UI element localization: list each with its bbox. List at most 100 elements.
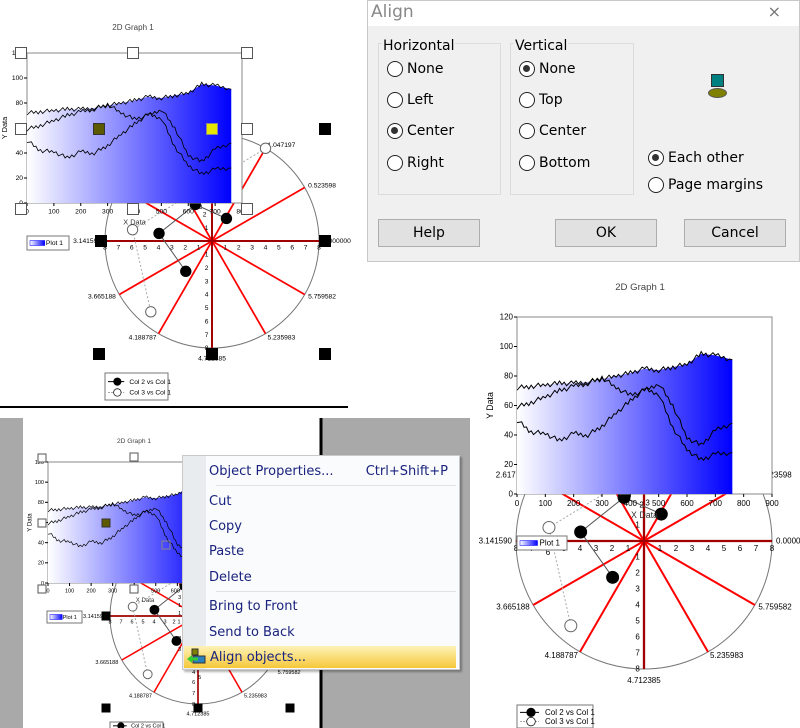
selection-handle bbox=[37, 453, 47, 463]
menu-item-label: Cut bbox=[209, 493, 232, 509]
radial-tick-label: 1 bbox=[635, 553, 640, 562]
radial-tick-label: 2 bbox=[635, 569, 640, 578]
radial-tick-label: 1 bbox=[177, 620, 180, 626]
y-tick-label: 40 bbox=[38, 541, 44, 547]
polar-series-line bbox=[548, 429, 709, 626]
radial-tick-label: 3 bbox=[163, 620, 166, 626]
y-tick-label: 100 bbox=[500, 342, 514, 351]
radial-tick-label: 5 bbox=[722, 544, 727, 553]
y-tick-label: 80 bbox=[38, 500, 44, 506]
horizontal-radio-center[interactable]: Center bbox=[387, 123, 454, 139]
cancel-button[interactable]: Cancel bbox=[684, 219, 786, 247]
plot-legend bbox=[46, 610, 83, 624]
radio-circle[interactable] bbox=[387, 155, 403, 171]
radio-circle[interactable] bbox=[648, 150, 664, 166]
x-axis-label: X Data bbox=[123, 217, 146, 226]
radial-tick-label: 3 bbox=[594, 544, 599, 553]
close-icon[interactable]: × bbox=[767, 2, 781, 21]
x-tick-label: 300 bbox=[102, 209, 113, 216]
angle-label: 3.665188 bbox=[95, 660, 118, 666]
x-tick-label: 600 bbox=[680, 499, 694, 508]
x-tick-label: 400 bbox=[624, 499, 638, 508]
angle-label: 4.188787 bbox=[129, 334, 157, 341]
angle-label: 2.617 bbox=[496, 471, 517, 480]
radio-circle[interactable] bbox=[387, 61, 403, 77]
radial-tick-label: 3 bbox=[199, 204, 203, 211]
x-tick-label: 0 bbox=[46, 589, 49, 595]
menu-item-bring-to-front[interactable]: Bring to Front bbox=[208, 595, 456, 617]
horizontal-radio-left[interactable]: Left bbox=[387, 92, 433, 108]
radial-tick-label: 3 bbox=[250, 245, 254, 252]
x-tick-label: 200 bbox=[567, 499, 581, 508]
angle-label: 4.188787 bbox=[545, 651, 579, 660]
angle-label: 5.759582 bbox=[758, 603, 792, 612]
polar-radial-line bbox=[211, 186, 306, 242]
x-tick-label: 500 bbox=[156, 209, 167, 216]
menu-item-object-properties[interactable]: Object Properties... Ctrl+Shift+P bbox=[208, 460, 456, 482]
menu-item-label: Copy bbox=[209, 518, 242, 534]
selection-handle bbox=[129, 584, 139, 594]
y-tick-label: 80 bbox=[16, 100, 24, 107]
radio-circle[interactable] bbox=[387, 92, 403, 108]
vertical-radio-top[interactable]: Top bbox=[519, 92, 563, 108]
vertical-radio-center[interactable]: Center bbox=[519, 123, 586, 139]
relative-radio-page-margins[interactable]: Page margins bbox=[648, 177, 763, 193]
selection-handle bbox=[129, 452, 139, 462]
vertical-radio-bottom[interactable]: Bottom bbox=[519, 155, 590, 171]
radial-tick-label: 8 bbox=[103, 245, 107, 252]
menu-item-paste[interactable]: Paste bbox=[208, 540, 456, 562]
radio-circle[interactable] bbox=[648, 177, 664, 193]
menu-item-copy[interactable]: Copy bbox=[208, 515, 456, 537]
menu-item-align-objects[interactable]: Align objects... bbox=[184, 646, 456, 668]
radial-tick-label: 5 bbox=[141, 620, 144, 626]
open-circle-marker bbox=[542, 520, 556, 534]
radial-tick-label: 6 bbox=[290, 245, 294, 252]
selection-handle bbox=[206, 348, 218, 360]
graph-panel-top-left[interactable]: 1111222233334445556667778880.0000000.523… bbox=[0, 23, 351, 401]
radial-tick-label: 6 bbox=[130, 245, 134, 252]
radio-circle[interactable] bbox=[519, 61, 535, 77]
menu-item-cut[interactable]: Cut bbox=[208, 490, 456, 512]
menu-item-send-to-back[interactable]: Send to Back bbox=[208, 621, 456, 643]
area-fill bbox=[27, 84, 232, 203]
radial-tick-label: 4 bbox=[205, 292, 209, 299]
help-button[interactable]: Help bbox=[378, 219, 480, 247]
x-tick-label: 900 bbox=[765, 499, 779, 508]
angle-label: 0.000000 bbox=[323, 238, 351, 245]
angle-label: 3.665188 bbox=[496, 603, 530, 612]
radial-tick-label: 3 bbox=[205, 278, 209, 285]
menu-item-label: Delete bbox=[209, 569, 252, 585]
y-tick-label: 40 bbox=[504, 431, 513, 440]
radial-tick-label: 2 bbox=[610, 544, 615, 553]
graph-title: 2D Graph 1 bbox=[112, 23, 154, 32]
area-fill bbox=[48, 487, 212, 583]
legend-swatch bbox=[519, 540, 538, 546]
radio-circle[interactable] bbox=[519, 155, 535, 171]
radial-tick-label: 2 bbox=[237, 245, 241, 252]
plot-legend bbox=[26, 235, 70, 251]
ok-button[interactable]: OK bbox=[555, 219, 657, 247]
filled-circle-marker bbox=[113, 377, 122, 386]
radial-tick-label: 6 bbox=[738, 544, 743, 553]
y-tick-label: 120 bbox=[35, 460, 44, 466]
legend-series-label: Col 2 vs Col 1 bbox=[129, 379, 171, 386]
radio-circle[interactable] bbox=[387, 123, 403, 139]
polar-radial-line bbox=[118, 240, 213, 296]
data-series-line bbox=[516, 350, 733, 391]
radio-circle[interactable] bbox=[519, 123, 535, 139]
horizontal-radio-none[interactable]: None bbox=[387, 61, 444, 77]
radial-tick-label: 4 bbox=[152, 620, 155, 626]
dialog-title: Align bbox=[371, 2, 414, 22]
menu-item-delete[interactable]: Delete bbox=[208, 566, 456, 588]
x-tick-label: 600 bbox=[183, 209, 194, 216]
selection-handle bbox=[93, 123, 105, 135]
radial-tick-label: 1 bbox=[205, 252, 209, 259]
preview-ellipse-icon bbox=[708, 88, 727, 98]
vertical-radio-none[interactable]: None bbox=[519, 61, 576, 77]
radial-tick-label: 2 bbox=[674, 544, 679, 553]
relative-radio-each-other[interactable]: Each other bbox=[648, 150, 744, 166]
data-series-line bbox=[26, 102, 232, 163]
radio-circle[interactable] bbox=[519, 92, 535, 108]
horizontal-radio-right[interactable]: Right bbox=[387, 155, 444, 171]
graph-panel-right[interactable]: 1111222233334445556667778880.0000000.523… bbox=[479, 282, 800, 728]
